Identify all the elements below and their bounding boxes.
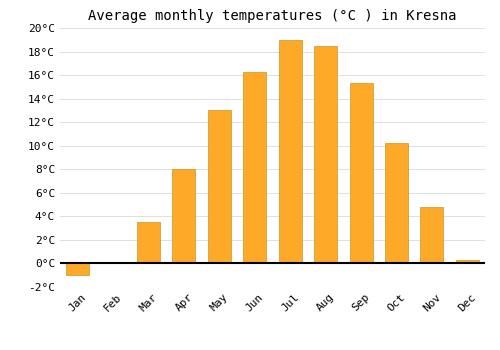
Bar (137, 222, 160, 264)
Bar (278, 40, 301, 264)
Bar (244, 71, 266, 264)
Bar (385, 144, 408, 264)
Bar (172, 169, 196, 264)
Bar (208, 110, 231, 264)
Bar (66, 264, 89, 275)
Bar (314, 46, 337, 264)
Bar (350, 83, 372, 264)
Bar (420, 207, 444, 264)
Bar (456, 260, 479, 264)
Title: Average monthly temperatures (°C ) in Kresna: Average monthly temperatures (°C ) in Kr… (88, 9, 457, 23)
